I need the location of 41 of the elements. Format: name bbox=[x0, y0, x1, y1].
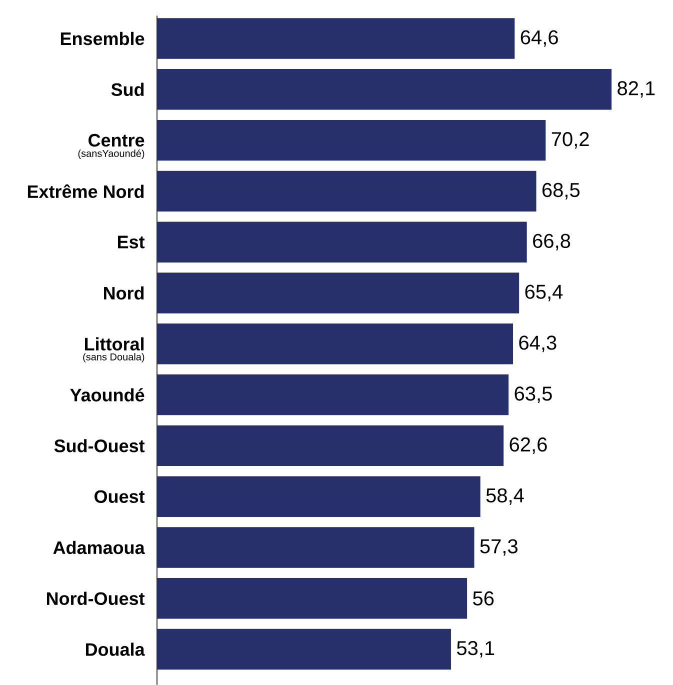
bar bbox=[157, 425, 504, 466]
bar bbox=[157, 272, 520, 314]
bar bbox=[157, 374, 509, 416]
bar bbox=[157, 120, 546, 161]
y-tick-label: Douala bbox=[86, 642, 145, 656]
data-label: 56 bbox=[473, 591, 494, 606]
bar bbox=[157, 69, 612, 110]
y-tick-label: Extrême Nord bbox=[28, 184, 144, 198]
data-label: 70,2 bbox=[552, 132, 589, 149]
data-label: 53,1 bbox=[456, 641, 494, 658]
data-label: 62,6 bbox=[510, 437, 547, 454]
text: (sansYaoundé) bbox=[78, 150, 144, 159]
y-tick-label: Sud-Ouest bbox=[54, 439, 145, 452]
data-label: 64,3 bbox=[519, 336, 556, 352]
data-label: 66,8 bbox=[533, 234, 570, 250]
y-tick-label: Ouest bbox=[94, 490, 145, 503]
y-tick-label: Sud bbox=[111, 82, 144, 96]
y-tick-label: Littoral bbox=[85, 337, 144, 350]
text: (sans Douala) bbox=[83, 353, 144, 362]
data-label: 58,4 bbox=[486, 488, 524, 505]
data-label: 57,3 bbox=[480, 539, 518, 556]
y-tick-label: Ensemble bbox=[60, 32, 144, 46]
y-tick-label: Adamaoua bbox=[53, 540, 145, 554]
bar bbox=[157, 527, 474, 568]
bar bbox=[157, 476, 480, 517]
bar bbox=[157, 170, 536, 212]
bar bbox=[157, 324, 513, 364]
y-tick-label: Nord bbox=[104, 286, 144, 300]
bar bbox=[157, 578, 468, 619]
bar bbox=[157, 628, 451, 670]
data-label: 82,1 bbox=[618, 81, 655, 98]
data-label: 63,5 bbox=[514, 386, 552, 404]
data-label: 64,6 bbox=[520, 30, 558, 47]
y-tick-label: Yaoundé bbox=[70, 388, 144, 402]
y-tick-label: Nord-Ouest bbox=[47, 592, 145, 605]
data-label: 68,5 bbox=[542, 182, 580, 200]
data-label: 65,4 bbox=[525, 284, 563, 302]
y-tick-label: Centre bbox=[88, 134, 144, 147]
bar bbox=[157, 222, 527, 262]
y-tick-label: Est bbox=[118, 236, 145, 248]
bar bbox=[157, 18, 515, 59]
